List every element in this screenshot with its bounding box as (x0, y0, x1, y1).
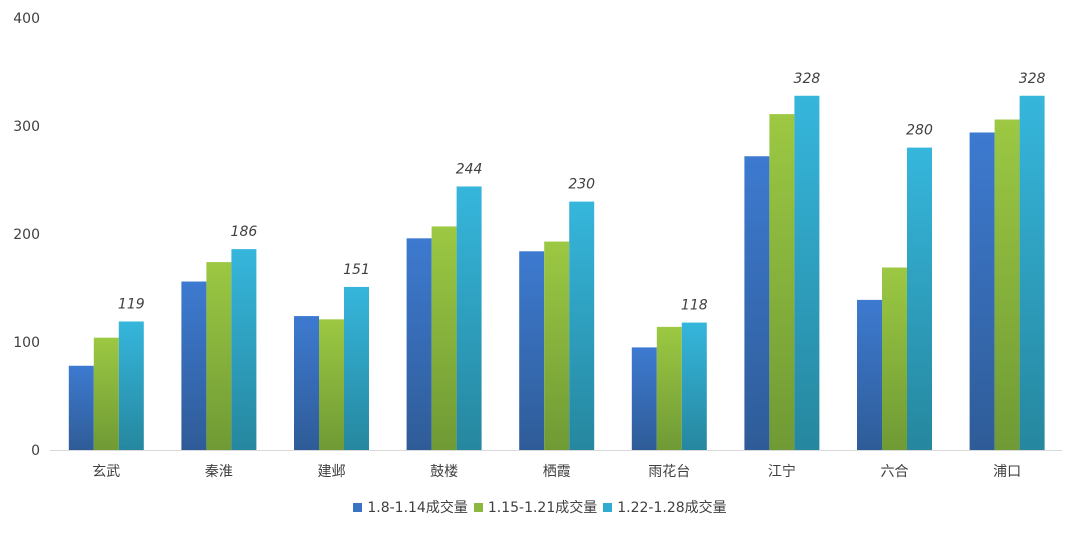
bar (294, 316, 319, 450)
bar (882, 267, 907, 450)
data-label: 328 (1019, 71, 1046, 87)
bar (631, 347, 657, 450)
bar (431, 226, 457, 450)
bar (519, 251, 545, 450)
bar (68, 365, 94, 450)
data-label: 118 (681, 298, 708, 314)
bar (907, 147, 932, 450)
legend-swatch (603, 502, 613, 512)
x-tick-label: 浦口 (993, 464, 1021, 480)
bar (569, 201, 595, 450)
bar (1019, 95, 1045, 450)
x-tick-label: 江宁 (768, 463, 796, 480)
bar (994, 119, 1020, 451)
legend-swatch (473, 502, 483, 512)
bar (969, 132, 995, 451)
legend-item: 1.8-1.14成交量 (353, 497, 468, 517)
y-tick-label: 400 (13, 11, 40, 27)
bar (456, 186, 482, 451)
x-tick-label: 秦淮 (205, 464, 233, 480)
bar (231, 249, 257, 450)
y-tick-label: 300 (13, 119, 40, 135)
x-tick-label: 玄武 (92, 463, 120, 480)
x-tick-label: 鼓楼 (430, 464, 458, 480)
data-label: 151 (343, 262, 370, 278)
bar (769, 114, 795, 451)
bar (544, 241, 570, 450)
bar (319, 319, 344, 450)
y-tick-label: 0 (31, 443, 40, 459)
bar (857, 299, 882, 450)
bar (681, 322, 707, 450)
legend-label: 1.8-1.14成交量 (367, 500, 468, 516)
legend: 1.8-1.14成交量 1.15-1.21成交量 1.22-1.28成交量 (0, 497, 1080, 517)
x-tick-label: 雨花台 (648, 464, 690, 480)
data-label: 186 (231, 224, 258, 240)
bar (93, 337, 119, 450)
legend-label: 1.15-1.21成交量 (487, 500, 598, 516)
bar (744, 156, 770, 451)
bar (656, 326, 682, 450)
data-label: 119 (118, 296, 145, 312)
bar (406, 238, 432, 450)
y-tick-label: 200 (13, 227, 40, 243)
bar (118, 321, 144, 450)
legend-swatch (353, 502, 363, 512)
x-tick-label: 栖霞 (543, 464, 571, 480)
x-tick-label: 建邺 (318, 464, 346, 480)
bar (206, 262, 232, 450)
bar-chart: 0 100 200 300 400 玄武 秦淮 建邺 鼓楼 栖霞 雨花台 江宁 六合 浦口 119 186 15… (13, 11, 1062, 480)
bar (344, 286, 369, 450)
y-tick-label: 100 (13, 335, 40, 351)
data-label: 280 (906, 123, 933, 139)
bar (181, 281, 207, 450)
x-tick-label: 六合 (881, 464, 909, 480)
data-label: 230 (568, 177, 595, 193)
data-label: 244 (456, 161, 483, 177)
legend-item: 1.15-1.21成交量 (473, 497, 598, 517)
bar (794, 95, 820, 450)
data-label: 328 (794, 71, 821, 87)
legend-label: 1.22-1.28成交量 (617, 500, 727, 516)
legend-item: 1.22-1.28成交量 (603, 497, 727, 517)
